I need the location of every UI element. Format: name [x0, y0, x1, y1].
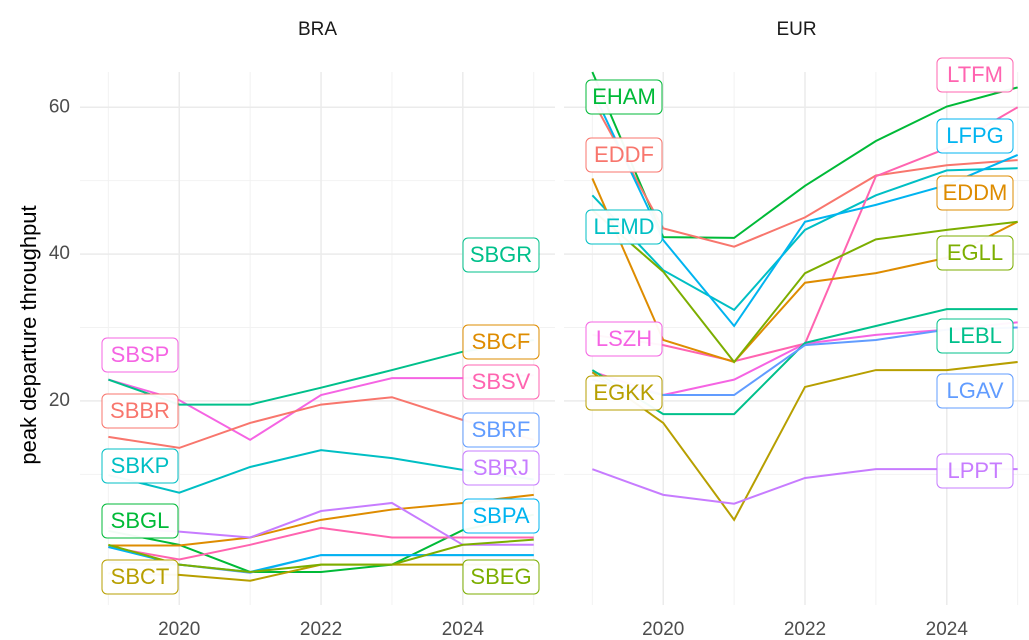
panel: EUR 2020 2022 2024 EHAM EDDF LEMD LSZH EGKK LTFM L… — [564, 19, 1029, 640]
label-box — [462, 324, 540, 360]
line — [591, 167, 1018, 312]
label-box — [936, 175, 1014, 211]
line — [591, 308, 1018, 416]
label-box — [936, 118, 1014, 154]
series-label: SBEG — [470, 564, 531, 589]
line — [591, 360, 1018, 522]
label-box — [936, 57, 1014, 93]
x-tick-label: 2022 — [784, 619, 826, 640]
series-label: SBCF — [472, 329, 531, 354]
label-box — [936, 235, 1014, 271]
label-box — [585, 321, 663, 357]
x-tick-label: 2024 — [442, 619, 485, 640]
label-box — [462, 450, 540, 486]
series-label: LTFM — [947, 62, 1003, 87]
label-box — [101, 337, 179, 373]
y-tick-label: 20 — [49, 390, 70, 411]
x-tick-label: 2022 — [300, 619, 342, 640]
label-box — [585, 79, 663, 115]
line — [108, 526, 534, 561]
series-label: SBBR — [110, 398, 170, 423]
label-box — [585, 375, 663, 411]
series-label: SBPA — [472, 503, 529, 528]
label-box — [462, 412, 540, 448]
label-box — [101, 503, 179, 539]
label-box — [462, 237, 540, 273]
label-box — [101, 448, 179, 484]
series-label: LGAV — [946, 378, 1003, 403]
series-label: EGKK — [593, 380, 654, 405]
line — [591, 99, 1018, 248]
series-label: LSZH — [596, 326, 652, 351]
series-label: LPPT — [947, 458, 1002, 483]
y-tick-label: 60 — [49, 96, 70, 117]
facet-title: EUR — [776, 19, 816, 40]
series-label: LFPG — [946, 123, 1003, 148]
series-label: SBCT — [111, 564, 170, 589]
label-box — [936, 318, 1014, 354]
label-box — [585, 137, 663, 173]
label-box — [462, 498, 540, 534]
label-box — [585, 209, 663, 245]
series-label: SBSV — [472, 369, 531, 394]
series-label: SBGL — [111, 508, 170, 533]
x-tick-label: 2020 — [642, 619, 684, 640]
label-box — [101, 393, 179, 429]
series-label: SBKP — [111, 453, 170, 478]
series-label: LEMD — [593, 214, 654, 239]
series-label: SBRF — [472, 417, 531, 442]
label-box — [101, 559, 179, 595]
y-axis-label: peak departure throughput — [16, 205, 41, 464]
series-label: EDDM — [943, 180, 1008, 205]
series-label: SBGR — [470, 242, 532, 267]
facet-title: BRA — [298, 19, 337, 40]
series-label: EDDF — [594, 142, 654, 167]
line — [591, 71, 1018, 239]
x-tick-label: 2020 — [158, 619, 200, 640]
label-box — [936, 453, 1014, 489]
series-label: LEBL — [948, 323, 1002, 348]
series-label: EGLL — [947, 240, 1003, 265]
label-box — [462, 559, 540, 595]
y-tick-label: 40 — [49, 243, 70, 264]
panel: BRA 20 40 60 2020 2022 2024 SBSP SBBR SBKP SBGL SBC… — [49, 19, 555, 640]
series-label: SBRJ — [473, 455, 529, 480]
x-tick-label: 2024 — [926, 619, 969, 640]
label-box — [462, 364, 540, 400]
line — [591, 209, 1018, 364]
label-box — [936, 373, 1014, 409]
line — [108, 538, 534, 573]
series-label: SBSP — [111, 342, 170, 367]
series-label: EHAM — [592, 84, 656, 109]
